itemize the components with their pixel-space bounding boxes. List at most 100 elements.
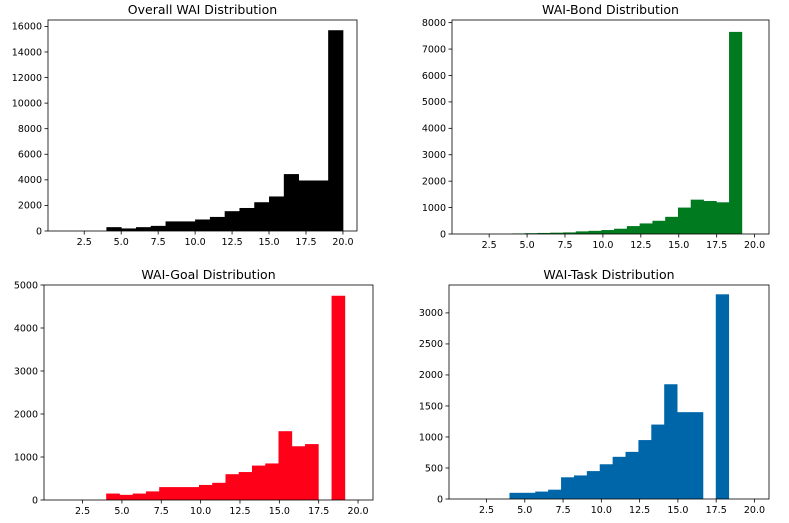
x-tick-label: 5.0: [517, 505, 532, 516]
histogram-bar: [729, 31, 743, 234]
chart-wai-bond: WAI-Bond Distribution 2.5 5.0 7.5 10.0 12.5 15…: [422, 2, 770, 251]
histogram-bar: [238, 472, 253, 500]
histogram-bar: [664, 384, 678, 499]
x-tick-label: 7.5: [556, 505, 571, 516]
histogram-bar: [313, 180, 329, 231]
histogram-bar: [665, 216, 679, 234]
histogram-bar: [690, 199, 704, 234]
y-tick-label: 1000: [422, 203, 446, 214]
x-tick-label: 12.5: [630, 240, 651, 251]
histogram-bar: [689, 412, 704, 499]
x-tick-label: 15.0: [258, 237, 279, 248]
histogram-bar: [119, 494, 134, 500]
x-tick-label: 17.5: [706, 505, 727, 516]
histogram-bar: [165, 221, 181, 231]
histogram-bar: [159, 487, 173, 500]
histogram-bar: [328, 30, 344, 232]
plot-frame: [451, 19, 770, 235]
histogram-bar: [145, 491, 160, 500]
y-tick-label: 7000: [422, 44, 446, 55]
histogram-bar: [612, 456, 626, 499]
y-tick-label: 16000: [12, 22, 42, 33]
histogram-bar: [588, 230, 602, 234]
histogram-bar: [522, 492, 536, 499]
x-tick-label: 12.5: [629, 505, 650, 516]
histogram-bar: [677, 412, 691, 499]
histogram-bar: [291, 446, 306, 500]
histogram-bar: [638, 440, 652, 499]
histogram-bar: [172, 487, 187, 500]
y-tick-label: 1000: [419, 432, 443, 443]
histogram-bar: [586, 471, 601, 499]
histogram-bar: [651, 424, 665, 499]
y-tick-label: 14000: [12, 47, 42, 58]
x-tick-label: 7.5: [154, 506, 169, 517]
histogram-bar: [239, 207, 255, 231]
x-tick-label: 15.0: [668, 240, 689, 251]
y-tick-label: 2000: [419, 370, 443, 381]
x-tick-label: 17.5: [308, 506, 329, 517]
histogram-bar: [601, 230, 615, 234]
histogram-bar: [106, 227, 122, 231]
histogram-bar: [561, 477, 575, 499]
histogram-bar: [575, 231, 589, 234]
x-tick-label: 20.0: [744, 240, 765, 251]
histogram-bar: [298, 180, 314, 231]
x-tick-label: 5.0: [520, 240, 535, 251]
histogram-bar: [265, 463, 279, 500]
x-tick-label: 2.5: [75, 506, 90, 517]
x-tick-label: 5.0: [114, 506, 129, 517]
x-tick-label: 12.5: [229, 506, 250, 517]
histogram-bar: [677, 207, 692, 234]
histogram-bar: [254, 202, 270, 231]
histogram-bar: [652, 220, 666, 234]
histogram-bar: [225, 474, 240, 500]
chart-title: Overall WAI Distribution: [128, 2, 277, 17]
y-tick-label: 12000: [12, 73, 42, 84]
y-tick-label: 2000: [422, 176, 446, 187]
histogram-bar: [716, 202, 730, 234]
x-tick-label: 2.5: [482, 240, 497, 251]
chart-title: WAI-Bond Distribution: [542, 2, 679, 17]
plot-frame: [448, 284, 770, 500]
histogram-bar: [703, 200, 717, 234]
x-tick-label: 17.5: [706, 240, 727, 251]
y-tick-label: 6000: [422, 71, 446, 82]
histogram-bar: [537, 232, 551, 234]
chart-wai-goal: WAI-Goal Distribution 2.5 5.0 7.5 10.0 12.5 15…: [14, 267, 374, 517]
x-tick-label: 20.0: [347, 506, 368, 517]
histogram-bar: [209, 216, 226, 231]
y-tick-label: 0: [440, 229, 446, 240]
x-tick-label: 10.0: [185, 237, 206, 248]
y-tick-label: 2500: [419, 339, 443, 350]
x-tick-label: 15.0: [269, 506, 290, 517]
x-tick-label: 12.5: [221, 237, 242, 248]
histogram-bar: [135, 227, 152, 231]
histogram-bar: [614, 228, 628, 234]
x-tick-label: 10.0: [591, 505, 612, 516]
y-tick-label: 8000: [18, 124, 42, 135]
y-tick-label: 8000: [422, 18, 446, 29]
histogram-bar: [599, 464, 614, 499]
histogram-bar: [573, 475, 588, 499]
x-tick-label: 7.5: [151, 237, 166, 248]
histogram-bar: [550, 232, 564, 234]
x-tick-label: 5.0: [114, 237, 129, 248]
histogram-bar: [331, 295, 346, 500]
histogram-bar: [212, 482, 226, 500]
x-tick-label: 20.0: [744, 505, 765, 516]
histogram-bar: [625, 451, 639, 499]
y-tick-label: 5000: [422, 97, 446, 108]
chart-title: WAI-Goal Distribution: [141, 267, 275, 282]
histogram-bar: [548, 489, 562, 499]
histogram-bar: [106, 493, 120, 500]
histogram-bar: [195, 219, 211, 231]
histogram-bar: [251, 465, 266, 500]
y-tick-label: 5000: [14, 280, 38, 291]
x-tick-label: 2.5: [479, 505, 494, 516]
histogram-bar: [269, 196, 285, 231]
histogram-bar: [626, 226, 641, 234]
plot-frame: [47, 19, 358, 232]
y-tick-label: 4000: [18, 175, 42, 186]
x-tick-label: 7.5: [557, 240, 572, 251]
